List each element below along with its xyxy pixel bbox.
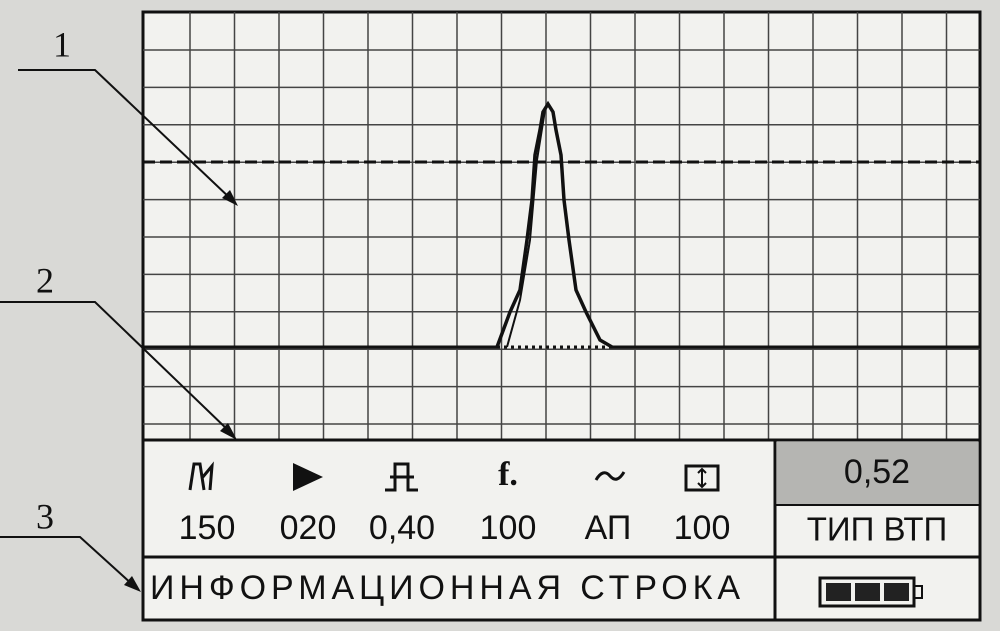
parameter-value: 020	[280, 509, 337, 547]
battery	[913, 585, 923, 599]
measurement-value: 0,52	[844, 453, 910, 491]
battery-cell	[884, 583, 909, 601]
callout-line	[0, 536, 134, 586]
callout-label: 1	[53, 24, 71, 64]
measurement-box	[777, 442, 978, 505]
callout-label: 2	[36, 260, 54, 300]
filter-icon	[594, 471, 626, 481]
callout-arrow	[222, 190, 238, 206]
gain-icon	[188, 461, 214, 491]
parameter-value: 100	[674, 509, 731, 547]
signal-peak	[495, 100, 613, 349]
parameter-value: 100	[480, 509, 537, 547]
probe-type: ТИП ВТП	[807, 511, 947, 548]
parameter-value: АП	[585, 509, 632, 547]
callout-arrow	[220, 423, 237, 440]
scale-icon	[684, 464, 720, 492]
scale-icon	[697, 467, 707, 489]
battery-cell	[826, 583, 851, 601]
parameter-value: 150	[179, 509, 236, 547]
signal-peak	[506, 109, 546, 348]
delay-icon	[293, 463, 323, 491]
callout-arrow	[124, 576, 141, 592]
battery-cell	[855, 583, 880, 601]
frequency-icon: f.	[498, 456, 518, 493]
callout-line	[18, 69, 233, 201]
callout-line	[0, 301, 231, 433]
parameter-value: 0,40	[369, 509, 435, 547]
pulse-icon	[385, 462, 418, 492]
callout-label: 3	[36, 496, 54, 536]
